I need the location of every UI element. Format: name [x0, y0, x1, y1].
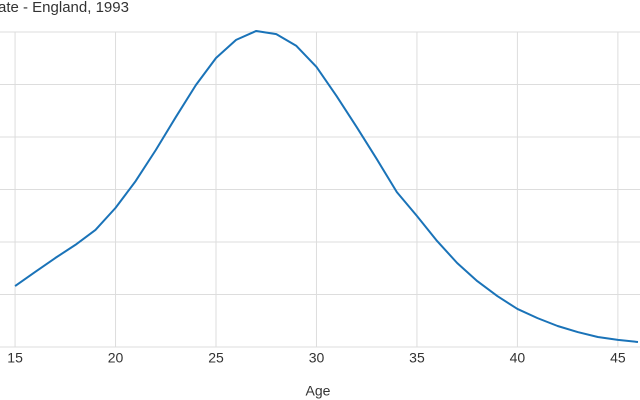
- line: [14, 29, 639, 344]
- x-tick-label: 40: [510, 350, 526, 366]
- x-tick-label: 35: [409, 350, 425, 366]
- x-tick-label: 45: [610, 350, 626, 366]
- x-tick-label: 30: [309, 350, 325, 366]
- x-tick-label: 15: [7, 350, 23, 366]
- x-tick-label: 20: [108, 350, 124, 366]
- x-axis-label: Age: [306, 383, 331, 399]
- x-tick-label: 25: [208, 350, 224, 366]
- chart-title: ate - England, 1993: [0, 0, 129, 16]
